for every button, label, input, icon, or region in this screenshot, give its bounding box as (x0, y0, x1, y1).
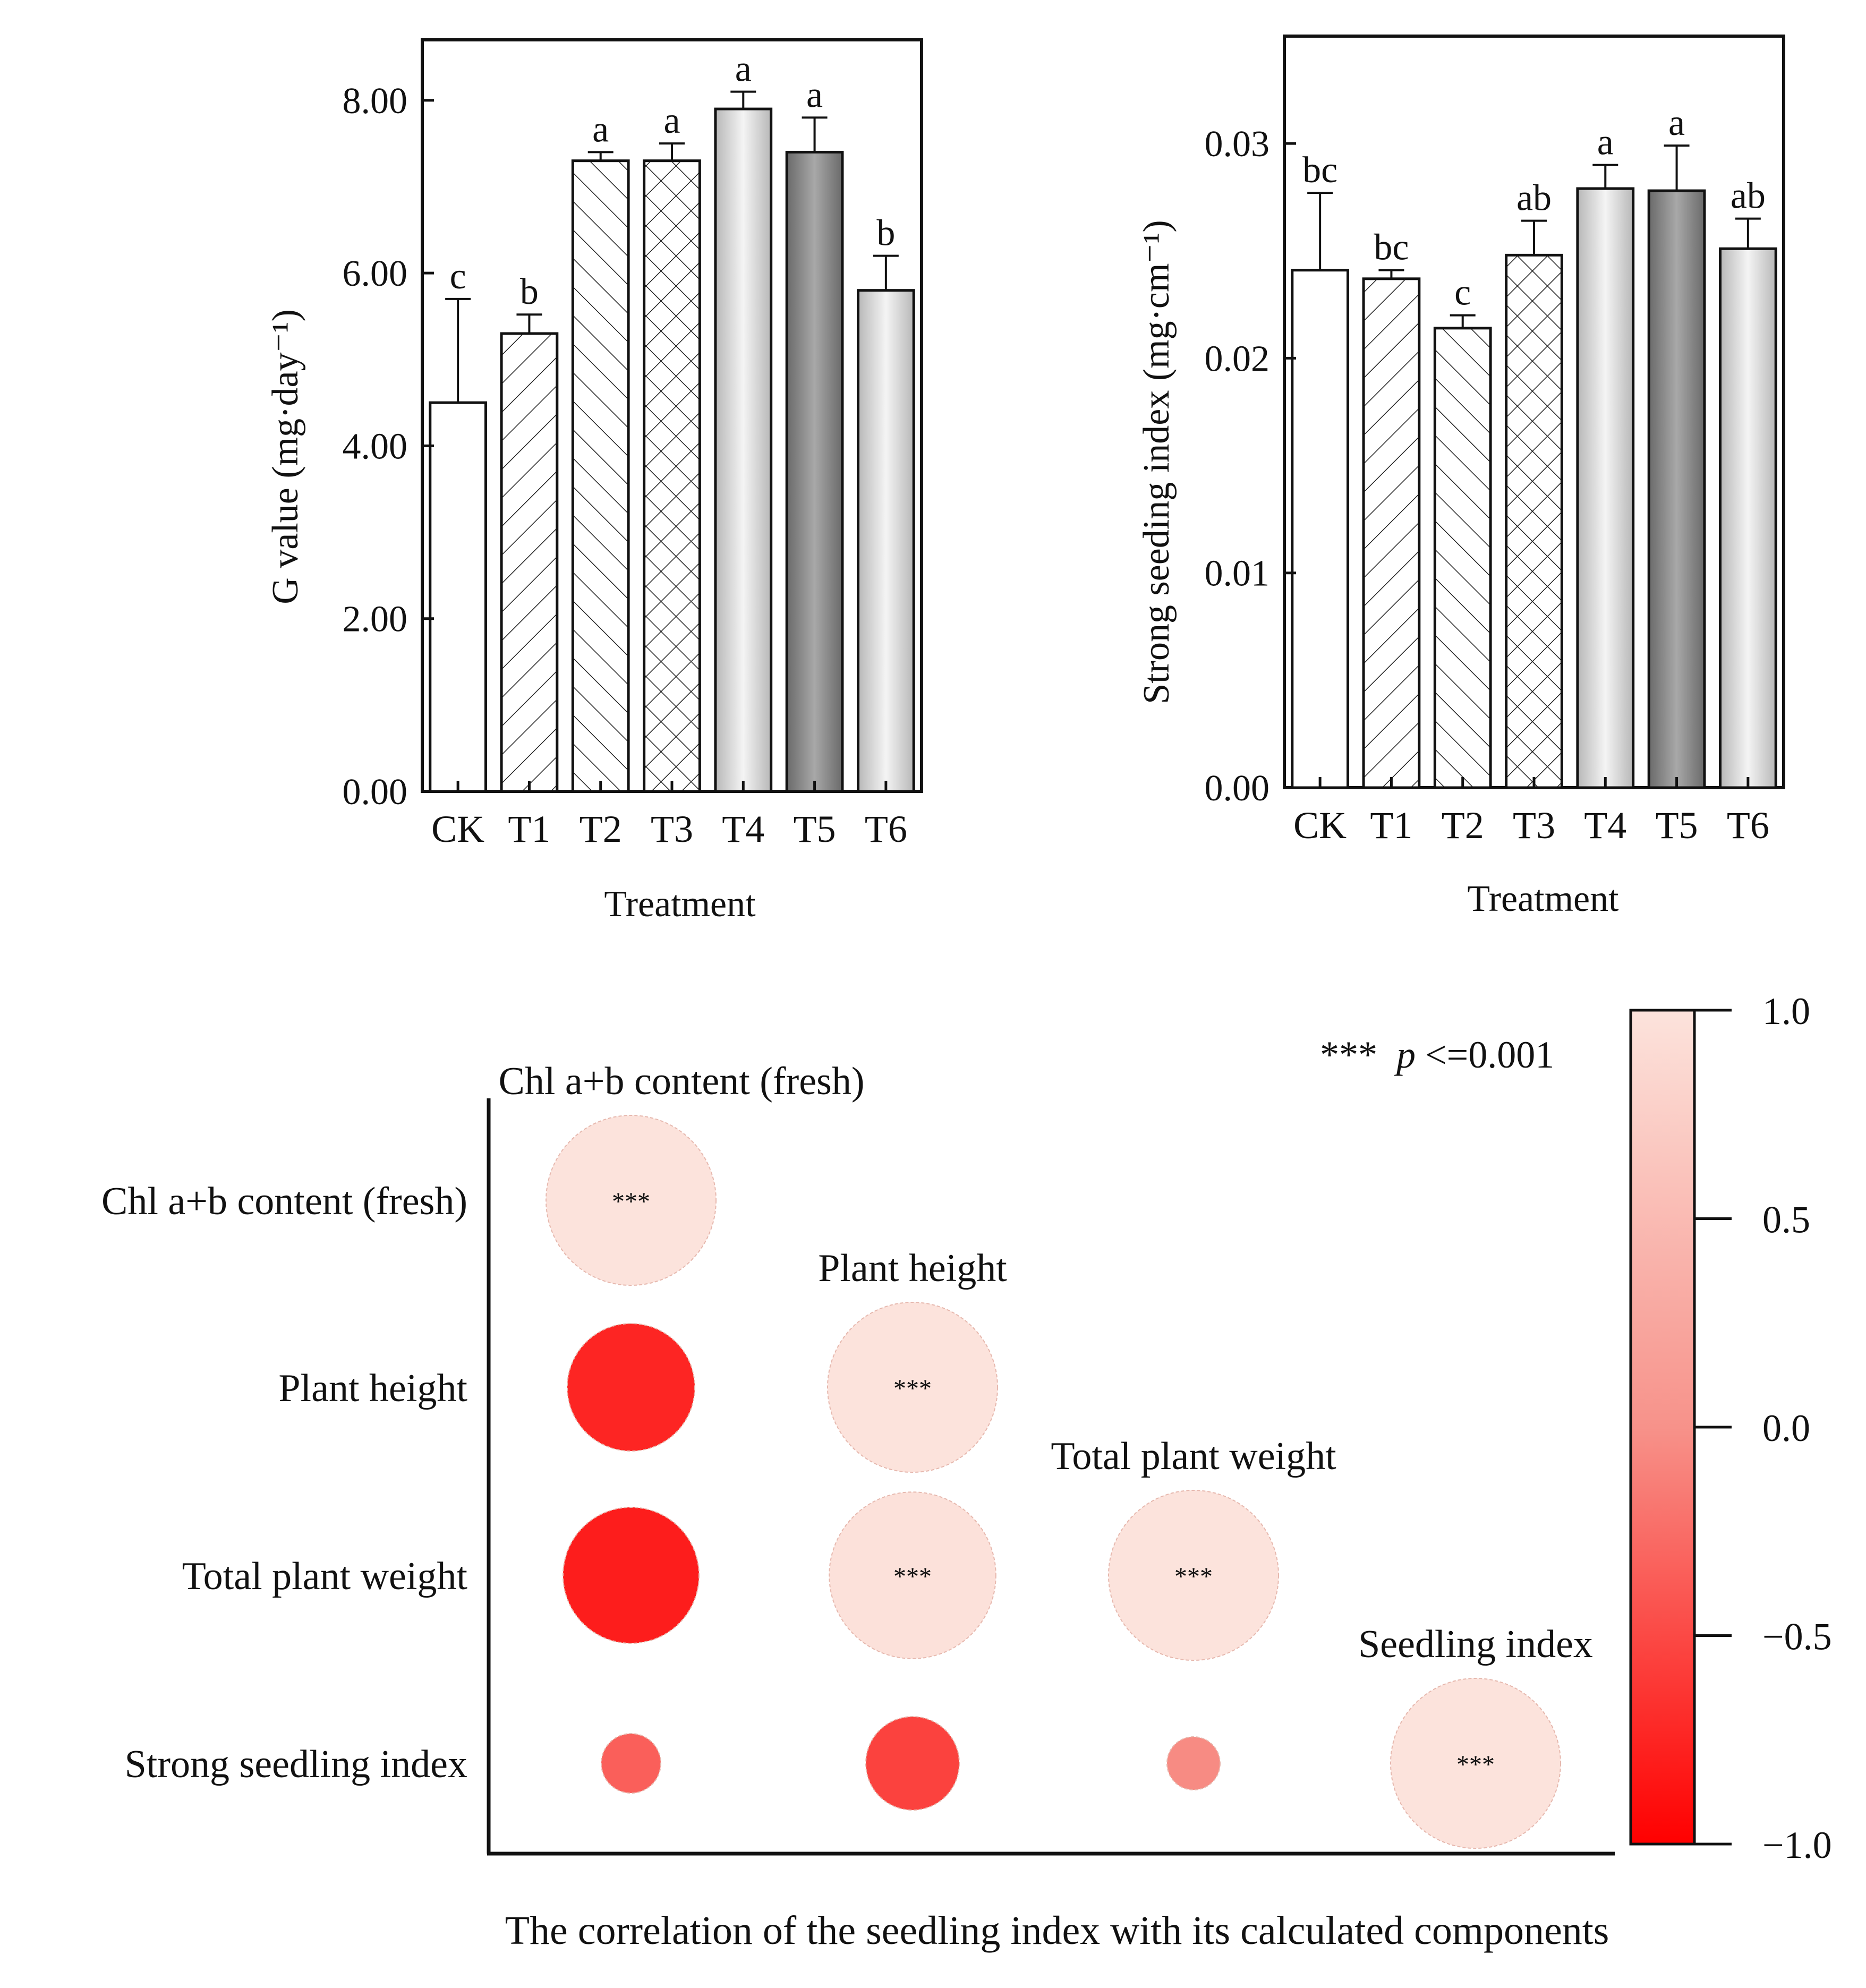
x-tick-label: T5 (794, 808, 836, 850)
significance-stars: *** (1174, 1563, 1213, 1591)
colorbar-tick-label: 0.5 (1762, 1199, 1810, 1241)
significance-letter: b (876, 213, 895, 254)
x-tick-label: T5 (1656, 804, 1698, 847)
bar-t1 (500, 332, 559, 793)
bar-t5 (785, 150, 844, 793)
x-tick-label: T1 (508, 808, 550, 850)
correlation-circle (563, 1507, 700, 1644)
y-tick-label: 0.00 (1205, 768, 1270, 809)
y-tick-label: 0.02 (1205, 338, 1270, 379)
significance-letter: bc (1374, 227, 1409, 268)
x-tick-label: CK (431, 808, 484, 850)
significance-letter: a (806, 74, 823, 115)
y-axis-label: Strong seeding index (mg·cm⁻¹) (1136, 220, 1177, 704)
x-tick-label: T1 (1370, 804, 1412, 847)
legend-p: p (1394, 1034, 1416, 1076)
bar-t1 (1362, 277, 1421, 789)
y-tick-label: 6.00 (343, 253, 408, 294)
diagonal-label: Seedling index (1358, 1623, 1593, 1666)
row-label: Strong seedling index (125, 1743, 467, 1786)
legend-stars: *** (1320, 1034, 1377, 1076)
significance-letter: ab (1731, 176, 1766, 217)
colorbar-gradient (1629, 1009, 1696, 1846)
colorbar-tick-label: 1.0 (1762, 990, 1810, 1033)
correlation-circle (1390, 1678, 1561, 1849)
g-value-bar-chart: c b a a a a b 0.00 2.00 4.00 6.00 8.00 CK T1 T2 T3 T4 T… (265, 38, 923, 925)
row-label: Total plant weight (182, 1555, 468, 1598)
x-tick-label: T2 (580, 808, 622, 850)
significance-letter: a (592, 109, 609, 150)
x-tick-label: CK (1293, 804, 1347, 847)
correlation-plot: *** *** *** *** *** Chl a+b content (fresh) P… (101, 990, 1832, 1953)
x-tick-label: T4 (722, 808, 764, 850)
row-label: Plant height (278, 1367, 467, 1410)
y-tick-label: 8.00 (343, 81, 408, 122)
y-tick-label: 0.00 (343, 772, 408, 813)
bar-t6 (1718, 247, 1777, 789)
x-tick-label: T3 (1513, 804, 1555, 847)
y-tick-label: 0.01 (1205, 553, 1270, 594)
correlation-circle (546, 1115, 717, 1286)
correlation-caption: The correlation of the seedling index wi… (505, 1908, 1609, 1953)
bar-ck (429, 401, 488, 793)
bar-t2 (1433, 327, 1492, 789)
colorbar-tick-label: 0.0 (1762, 1407, 1810, 1449)
significance-letter: a (663, 100, 680, 141)
correlation-circle (1108, 1490, 1279, 1661)
y-tick-label: 4.00 (343, 426, 408, 467)
x-axis-label: Treatment (1467, 878, 1619, 919)
colorbar-tick-label: −1.0 (1762, 1824, 1832, 1866)
x-tick-label: T4 (1584, 804, 1626, 847)
significance-stars: *** (612, 1188, 650, 1216)
row-label: Chl a+b content (fresh) (101, 1180, 467, 1223)
bar-t3 (643, 159, 701, 793)
bar-t3 (1505, 253, 1563, 789)
bar-t4 (714, 107, 773, 793)
y-axis-label: G value (mg·day⁻¹) (265, 309, 306, 604)
diagonal-label: Plant height (818, 1247, 1007, 1290)
legend-threshold: <=0.001 (1425, 1034, 1554, 1076)
y-tick-label: 0.03 (1205, 124, 1270, 165)
colorbar: 1.0 0.5 0.0 −0.5 −1.0 (1629, 990, 1832, 1866)
bar-t4 (1576, 187, 1635, 789)
bar-ck (1291, 269, 1350, 789)
significance-letter: a (1668, 103, 1685, 143)
x-axis-label: Treatment (604, 884, 756, 925)
significance-legend: *** p <=0.001 (1320, 1034, 1554, 1076)
significance-letter: c (450, 256, 466, 297)
correlation-circle (829, 1491, 996, 1659)
x-tick-label: T3 (651, 808, 693, 850)
x-tick-label: T6 (1727, 804, 1769, 847)
correlation-circle (601, 1733, 661, 1794)
bar-t2 (571, 159, 630, 793)
diagonal-label: Total plant weight (1051, 1435, 1336, 1478)
y-tick-label: 2.00 (343, 599, 408, 640)
correlation-circle (827, 1302, 998, 1473)
bar-t6 (856, 289, 915, 793)
significance-stars: *** (893, 1375, 932, 1403)
correlation-circle (865, 1716, 960, 1811)
significance-letter: bc (1302, 150, 1337, 191)
significance-letter: b (520, 271, 539, 312)
significance-letter: c (1454, 272, 1471, 313)
correlation-circle (1166, 1736, 1221, 1790)
bar-t5 (1647, 189, 1706, 789)
colorbar-tick-label: −0.5 (1762, 1616, 1832, 1658)
diagonal-label: Chl a+b content (fresh) (498, 1060, 864, 1103)
correlation-circle (567, 1323, 695, 1452)
x-tick-label: T2 (1442, 804, 1484, 847)
significance-stars: *** (893, 1563, 932, 1591)
x-tick-label: T6 (865, 808, 907, 850)
significance-letter: a (735, 49, 752, 90)
significance-letter: a (1597, 122, 1614, 163)
significance-stars: *** (1456, 1751, 1495, 1779)
significance-letter: ab (1516, 178, 1552, 219)
